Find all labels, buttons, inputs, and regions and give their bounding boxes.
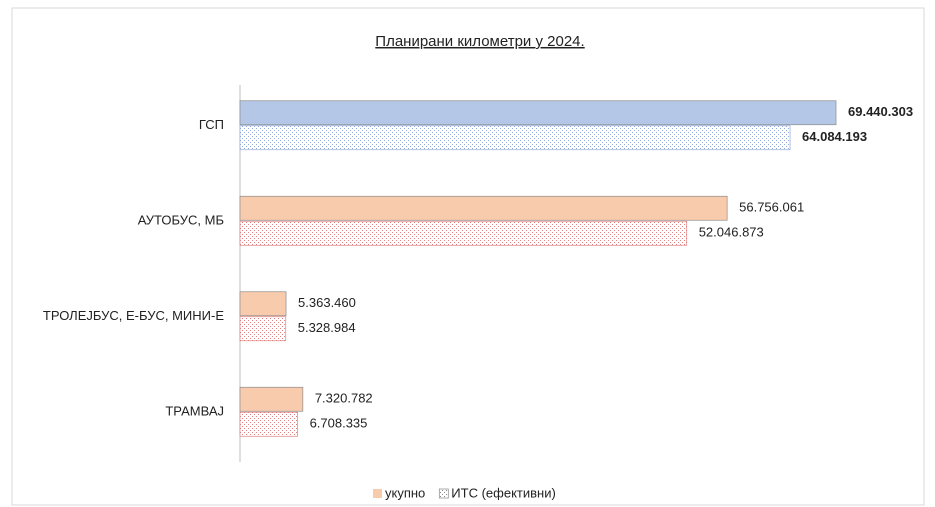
data-label: 5.363.460 xyxy=(298,295,356,310)
data-label: 56.756.061 xyxy=(739,200,804,215)
y-tick-label: ТРАМВАЈ xyxy=(165,404,224,419)
chart-title: Планирани километри у 2024. xyxy=(375,33,584,50)
legend-label: ИТС (ефективни) xyxy=(451,485,556,500)
y-tick-label: АУТОБУС, МБ xyxy=(138,213,224,228)
data-label: 64.084.193 xyxy=(802,129,867,144)
bar xyxy=(239,195,728,221)
bar xyxy=(239,316,287,342)
legend-label: укупно xyxy=(385,485,425,500)
chart-frame xyxy=(11,7,925,506)
bar xyxy=(239,291,287,317)
data-label: 7.320.782 xyxy=(315,391,373,406)
data-label: 5.328.984 xyxy=(298,320,356,335)
y-tick-label: ГСП xyxy=(199,117,224,132)
data-label: 6.708.335 xyxy=(310,416,368,431)
bar xyxy=(239,125,791,151)
legend-swatch xyxy=(438,488,449,499)
y-tick-label: ТРОЛЕЈБУС, Е-БУС, МИНИ-Е xyxy=(43,308,224,323)
bar xyxy=(239,100,837,126)
bar xyxy=(239,411,298,437)
bar xyxy=(239,220,688,246)
bar xyxy=(239,386,304,412)
data-label: 69.440.303 xyxy=(848,104,913,119)
legend-swatch xyxy=(373,489,382,498)
data-label: 52.046.873 xyxy=(699,225,764,240)
